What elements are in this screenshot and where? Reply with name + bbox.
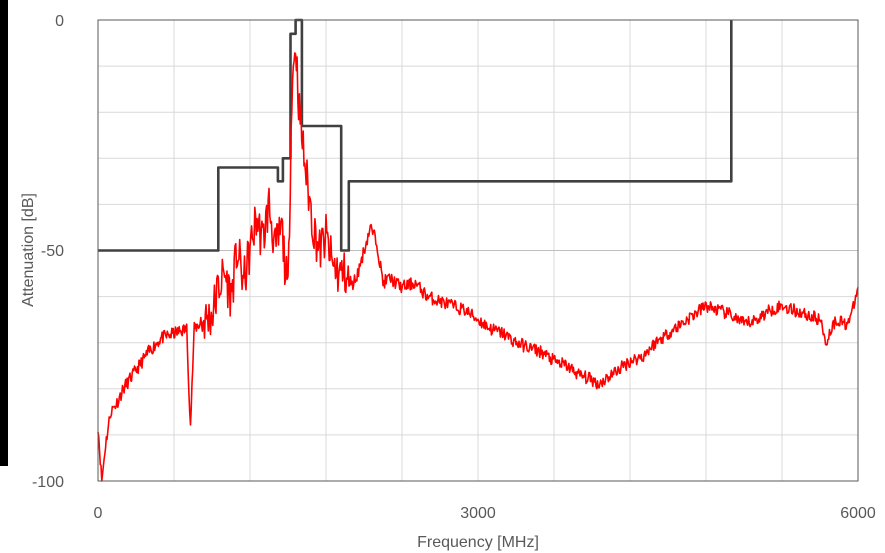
gridlines [98, 20, 858, 481]
y-tick-label-0: 0 [55, 13, 64, 30]
plot-border [97, 19, 859, 482]
x-tick-label-2: 6000 [840, 505, 876, 522]
series-lines [97, 18, 859, 482]
x-tick-label-1: 3000 [460, 505, 496, 522]
x-axis-title: Frequency [MHz] [417, 534, 539, 551]
measured-attenuation-line [97, 52, 859, 482]
y-tick-label-2: -100 [32, 474, 64, 491]
limit-mask-line [98, 18, 733, 252]
x-tick-label-0: 0 [94, 505, 103, 522]
y-tick-label-1: -50 [41, 243, 64, 260]
y-axis-title: Attenuation [dB] [20, 193, 37, 307]
left-edge-bar [0, 0, 8, 466]
